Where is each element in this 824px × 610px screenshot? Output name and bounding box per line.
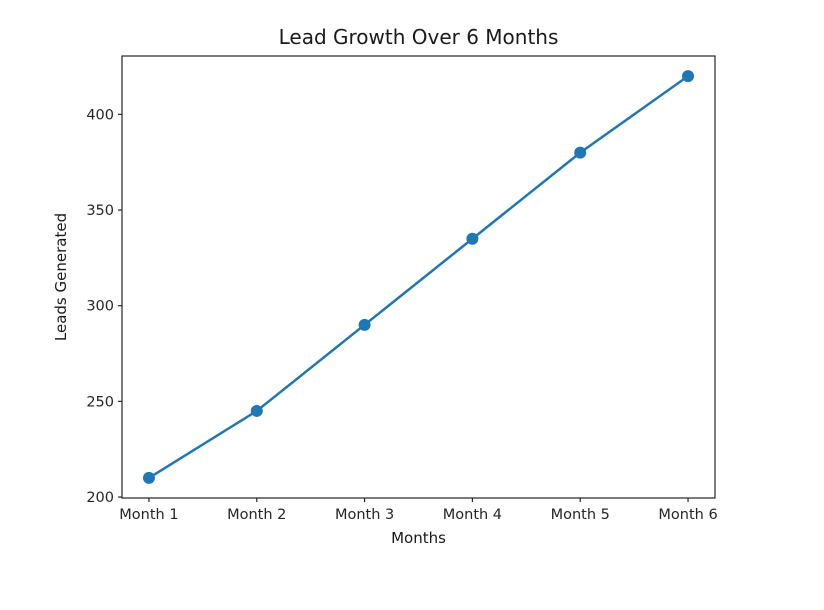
data-point-marker [142,471,155,484]
data-point-marker [466,232,479,245]
data-point-marker [250,404,263,417]
x-tick-label: Month 2 [227,507,286,523]
axes-frame [121,55,716,499]
x-axis-label: Months [391,529,446,547]
y-tick-label: 400 [86,107,114,123]
x-tick-label: Month 4 [443,507,502,523]
data-point-marker [574,146,587,159]
chart-title: Lead Growth Over 6 Months [278,25,559,49]
y-tick-label: 250 [86,394,114,410]
x-tick-label: Month 6 [658,507,717,523]
lead-growth-line [147,74,690,480]
data-point-marker [358,318,371,331]
x-tick-label: Month 5 [551,507,610,523]
y-tick-label: 300 [86,299,114,315]
x-tick-label: Month 1 [119,507,178,523]
x-tick-label: Month 3 [335,507,394,523]
y-tick-label: 200 [86,490,114,506]
y-tick-label: 350 [86,203,114,219]
data-point-marker [682,70,695,83]
